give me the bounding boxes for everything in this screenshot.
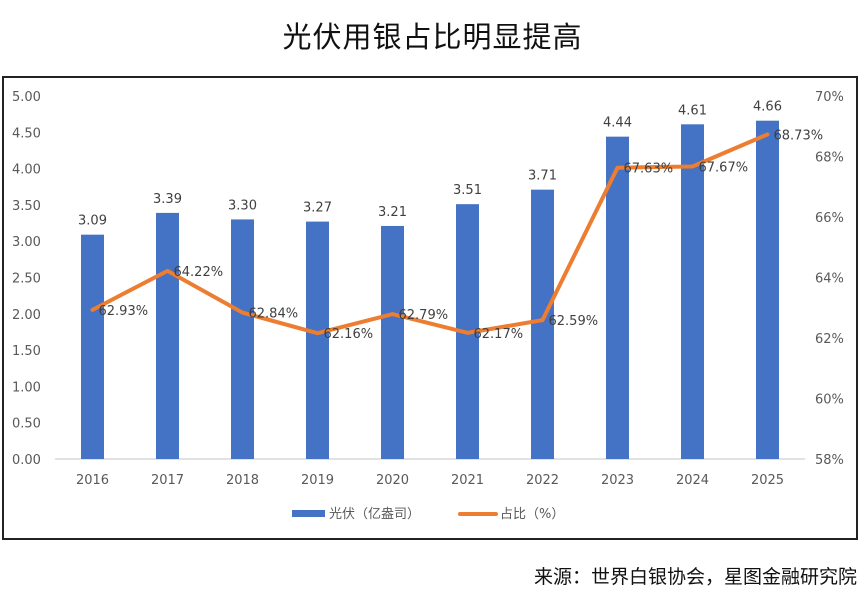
left-axis-tick: 5.00	[12, 90, 41, 105]
x-tick-2021: 2021	[451, 473, 484, 488]
line-label-2018: 62.84%	[249, 307, 299, 322]
right-axis: 58% 60% 62% 64% 66% 68% 70%	[815, 90, 844, 468]
line-label-2020: 62.79%	[399, 308, 449, 323]
bar-2017	[156, 212, 179, 459]
right-axis-tick: 66%	[815, 211, 844, 226]
bar-2024	[681, 124, 704, 460]
x-tick-2025: 2025	[751, 473, 784, 488]
legend: 光伏（亿盎司） 占比（%）	[292, 507, 564, 522]
line-label-2019: 62.16%	[324, 327, 374, 342]
right-axis-tick: 68%	[815, 151, 844, 166]
line-series	[90, 132, 770, 336]
bar-label-2019: 3.27	[303, 201, 332, 216]
line-path	[90, 132, 770, 336]
bar-2025	[756, 120, 779, 460]
x-tick-2023: 2023	[601, 473, 634, 488]
left-axis-tick: 2.00	[12, 308, 41, 323]
left-axis-tick: 4.50	[12, 126, 41, 141]
bar-data-labels: 3.09 3.39 3.30 3.27 3.21 3.51 3.71 4.44 4.61 4.66	[78, 100, 782, 229]
left-axis-tick: 3.50	[12, 199, 41, 214]
left-axis: 0.00 0.50 1.00 1.50 2.00 2.50 3.00 3.50 4.00 4.50…	[12, 90, 41, 468]
x-tick-2016: 2016	[76, 473, 109, 488]
line-label-2023: 67.63%	[624, 162, 674, 177]
bar-label-2017: 3.39	[153, 192, 182, 207]
line-label-2016: 62.93%	[99, 304, 149, 319]
legend-label-bar: 光伏（亿盎司）	[329, 507, 420, 522]
x-tick-2024: 2024	[676, 473, 709, 488]
line-label-2017: 64.22%	[174, 265, 224, 280]
line-label-2024: 67.67%	[699, 160, 749, 175]
x-axis: 2016 2017 2018 2019 2020 2021 2022 2023 2024 2025	[76, 473, 784, 488]
left-axis-tick: 1.00	[12, 380, 41, 395]
bar-2016	[81, 234, 104, 459]
left-axis-tick: 0.50	[12, 417, 41, 432]
bar-label-2022: 3.71	[528, 169, 557, 184]
bar-2022	[531, 189, 554, 460]
bar-2020	[381, 225, 404, 459]
bar-label-2016: 3.09	[78, 214, 107, 229]
left-axis-tick: 1.50	[12, 344, 41, 359]
line-label-2021: 62.17%	[474, 327, 524, 342]
left-axis-tick: 3.00	[12, 235, 41, 250]
chart-frame	[2, 76, 858, 540]
line-label-2025: 68.73%	[774, 128, 824, 143]
bar-2018	[231, 219, 254, 459]
x-tick-2022: 2022	[526, 473, 559, 488]
bar-series	[81, 120, 779, 460]
left-axis-tick: 2.50	[12, 272, 41, 287]
legend-swatch-bar	[292, 510, 325, 517]
bar-label-2020: 3.21	[378, 205, 407, 220]
bar-2019	[306, 221, 329, 459]
x-tick-2017: 2017	[151, 473, 184, 488]
left-axis-tick: 4.00	[12, 163, 41, 178]
bar-label-2024: 4.61	[678, 103, 707, 118]
line-data-labels: 62.93% 64.22% 62.84% 62.16% 62.79% 62.17% 62.5…	[99, 128, 824, 342]
x-tick-2019: 2019	[301, 473, 334, 488]
bar-2023	[606, 136, 629, 459]
legend-label-line: 占比（%）	[500, 507, 564, 522]
right-axis-tick: 58%	[815, 453, 844, 468]
chart-title: 光伏用银占比明显提高	[282, 20, 583, 54]
bar-label-2021: 3.51	[453, 183, 482, 198]
left-axis-tick: 0.00	[12, 453, 41, 468]
right-axis-tick: 62%	[815, 332, 844, 347]
right-axis-tick: 70%	[815, 90, 844, 105]
x-tick-2020: 2020	[376, 473, 409, 488]
bar-label-2023: 4.44	[603, 116, 632, 131]
bar-label-2025: 4.66	[753, 100, 782, 115]
line-label-2022: 62.59%	[549, 314, 599, 329]
right-axis-tick: 60%	[815, 393, 844, 408]
right-axis-tick: 64%	[815, 272, 844, 287]
x-tick-2018: 2018	[226, 473, 259, 488]
bar-label-2018: 3.30	[228, 198, 257, 213]
source-note: 来源：世界白银协会，星图金融研究院	[533, 566, 857, 588]
